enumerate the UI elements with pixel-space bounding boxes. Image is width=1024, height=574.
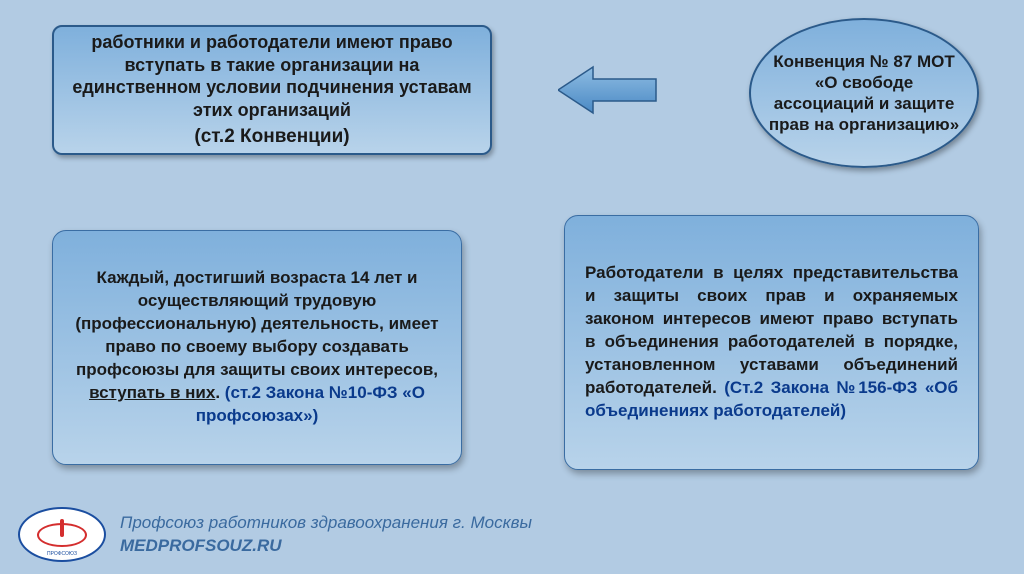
bottom-right-content: Работодатели в целях представительства и… — [585, 262, 958, 423]
bl-cite: (ст.2 Закона №10-ФЗ «О профсоюзах») — [196, 383, 425, 425]
footer-text: Профсоюз работников здравоохранения г. М… — [120, 512, 532, 556]
footer-line1: Профсоюз работников здравоохранения г. М… — [120, 512, 532, 534]
footer-line2: MEDPROFSOUZ.RU — [120, 535, 532, 557]
top-left-box: работники и работодатели имеют право вст… — [52, 25, 492, 155]
top-left-text-main: работники и работодатели имеют право вст… — [72, 31, 472, 121]
logo-caption: ПРОФСОЮЗ — [47, 551, 77, 557]
bottom-right-box: Работодатели в целях представительства и… — [564, 215, 979, 470]
bottom-left-content: Каждый, достигший возраста 14 лет и осущ… — [71, 267, 443, 428]
oval-callout: Конвенция № 87 МОТ «О свободе ассоциаций… — [749, 18, 979, 168]
footer: ПРОФСОЮЗ Профсоюз работников здравоохран… — [18, 507, 532, 562]
br-main: Работодатели в целях представительства и… — [585, 263, 958, 397]
bl-after: . — [215, 383, 224, 402]
slide-container: работники и работодатели имеют право вст… — [0, 0, 1024, 574]
oval-text: Конвенция № 87 МОТ «О свободе ассоциаций… — [766, 51, 962, 136]
top-left-text-cite: (ст.2 Конвенции) — [72, 125, 472, 149]
bl-main: Каждый, достигший возраста 14 лет и осущ… — [75, 268, 438, 379]
arrow-icon — [558, 65, 658, 115]
bl-underlined: вступать в них — [89, 383, 215, 402]
logo-icon: ПРОФСОЮЗ — [18, 507, 106, 562]
bottom-left-box: Каждый, достигший возраста 14 лет и осущ… — [52, 230, 462, 465]
